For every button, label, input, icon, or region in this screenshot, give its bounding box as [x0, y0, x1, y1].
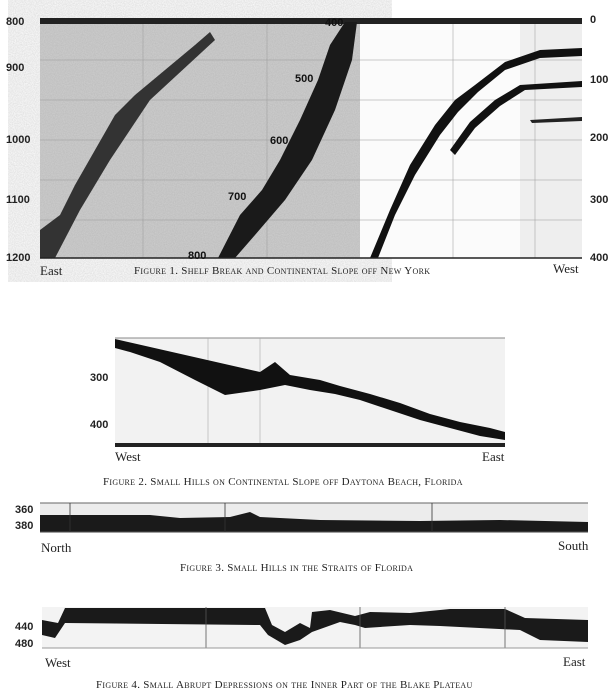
figure-caption: Figure 3. Small Hills in the Straits of … — [180, 562, 414, 574]
figure-caption: Figure 4. Small Abrupt Depressions on th… — [96, 679, 473, 691]
depth-tick: 1000 — [6, 134, 31, 146]
depth-tick: 300 — [590, 194, 609, 206]
trace-label: 800 — [188, 250, 206, 262]
depth-tick: 400 — [90, 419, 109, 431]
figure-4-record — [42, 607, 588, 649]
direction-label: East — [482, 449, 505, 464]
depth-tick: 200 — [590, 132, 609, 144]
direction-label: East — [40, 263, 63, 278]
trace-label: 700 — [228, 191, 246, 203]
figure-1-record: 400 500 600 700 800 — [40, 17, 582, 262]
depth-tick: 360 — [15, 504, 34, 516]
figure-3-record — [40, 502, 588, 533]
depth-tick: 100 — [590, 74, 609, 86]
depth-tick: 440 — [15, 621, 34, 633]
trace-label: 400 — [325, 17, 343, 29]
depth-tick: 400 — [590, 252, 609, 264]
direction-label: North — [41, 540, 72, 555]
depth-tick: 1200 — [6, 252, 31, 264]
depth-tick: 300 — [90, 372, 109, 384]
direction-label: West — [45, 655, 71, 670]
direction-label: West — [115, 449, 141, 464]
figure-caption: Figure 1. Shelf Break and Continental Sl… — [134, 265, 431, 277]
direction-label: East — [563, 654, 586, 669]
depth-tick: 1100 — [6, 194, 30, 206]
depth-tick: 900 — [6, 62, 25, 74]
figure-caption: Figure 2. Small Hills on Continental Slo… — [103, 476, 463, 488]
depth-tick: 0 — [590, 14, 597, 26]
depth-tick: 800 — [6, 16, 25, 28]
depth-tick: 480 — [15, 638, 34, 650]
figure-2-record — [115, 337, 505, 447]
trace-label: 600 — [270, 135, 288, 147]
direction-label: West — [553, 261, 579, 276]
depth-tick: 380 — [15, 520, 34, 532]
direction-label: South — [558, 538, 589, 553]
trace-label: 500 — [295, 73, 313, 85]
